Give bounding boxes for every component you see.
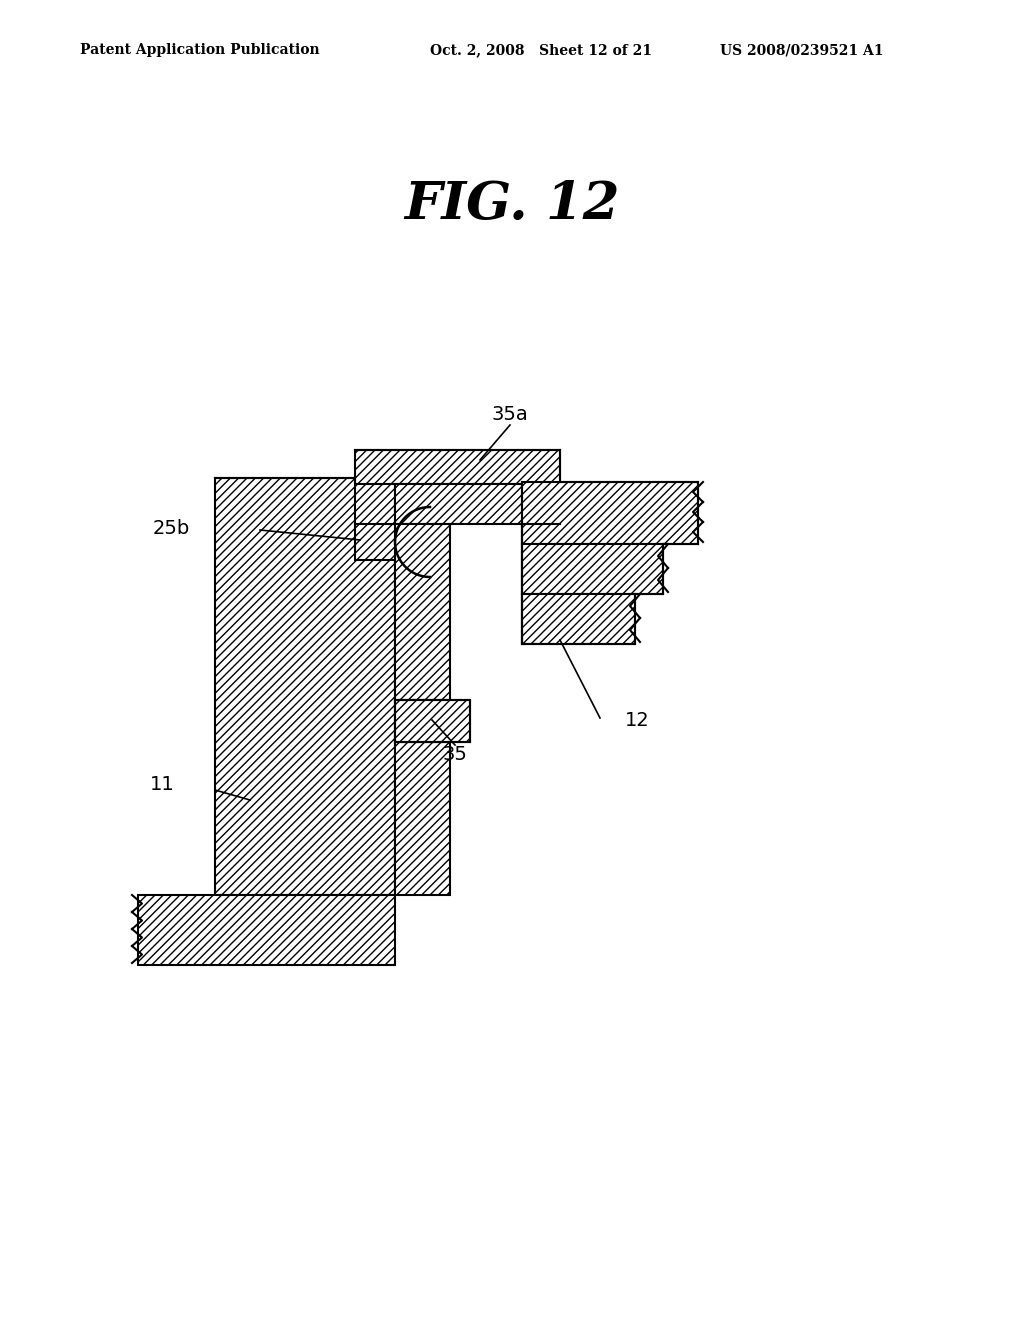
Text: 35a: 35a (492, 405, 528, 425)
Polygon shape (395, 524, 450, 700)
Polygon shape (522, 482, 698, 544)
Text: FIG. 12: FIG. 12 (404, 180, 620, 231)
Polygon shape (522, 594, 635, 644)
Text: US 2008/0239521 A1: US 2008/0239521 A1 (720, 44, 884, 57)
Text: Oct. 2, 2008   Sheet 12 of 21: Oct. 2, 2008 Sheet 12 of 21 (430, 44, 652, 57)
Text: Patent Application Publication: Patent Application Publication (80, 44, 319, 57)
Text: 25b: 25b (153, 519, 190, 537)
Polygon shape (395, 700, 470, 742)
Polygon shape (355, 524, 395, 560)
Polygon shape (138, 895, 395, 965)
Polygon shape (395, 742, 450, 895)
Polygon shape (215, 478, 395, 895)
Text: 35: 35 (442, 746, 467, 764)
Polygon shape (395, 484, 560, 524)
Text: 12: 12 (625, 710, 650, 730)
Text: 11: 11 (151, 776, 175, 795)
Polygon shape (355, 450, 560, 484)
Polygon shape (522, 544, 663, 594)
